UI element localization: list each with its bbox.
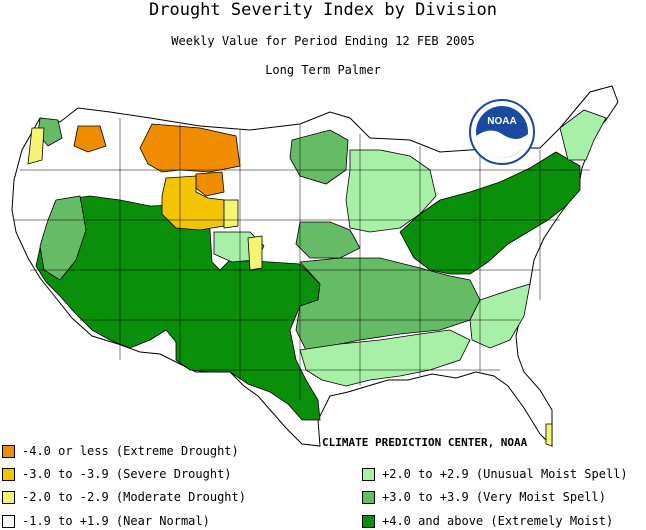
unusual-moist-gulf xyxy=(299,329,471,387)
legend-swatch xyxy=(362,467,375,481)
legend-swatch xyxy=(2,444,15,458)
legend-item: -3.0 to -3.9 (Severe Drought) xyxy=(2,466,232,482)
unusual-moist-new-england xyxy=(559,109,607,161)
legend-swatch xyxy=(362,514,375,528)
credit-text: CLIMATE PREDICTION CENTER, NOAA xyxy=(322,436,528,449)
unusual-moist-midwest xyxy=(345,149,437,233)
legend-label: +4.0 and above (Extremely Moist) xyxy=(382,514,614,528)
legend-item: +4.0 and above (Extremely Moist) xyxy=(362,513,613,529)
legend-item: -4.0 or less (Extreme Drought) xyxy=(2,443,239,459)
unusual-moist-southeast xyxy=(469,283,531,349)
extremely-moist-southwest xyxy=(35,195,321,421)
noaa-logo-text: NOAA xyxy=(487,116,516,127)
extremely-moist-northeast xyxy=(399,151,581,275)
legend-swatch xyxy=(2,467,15,481)
extreme-drought-idaho xyxy=(73,125,107,153)
very-moist-mn xyxy=(289,129,349,185)
legend-label: -2.0 to -2.9 (Moderate Drought) xyxy=(22,490,246,504)
moderate-drought-florida xyxy=(545,423,553,447)
moderate-drought-washington xyxy=(27,127,45,165)
very-moist-plains xyxy=(295,221,361,259)
noaa-logo: NOAA xyxy=(469,99,535,165)
legend-label: +3.0 to +3.9 (Very Moist Spell) xyxy=(382,490,606,504)
legend-item: -1.9 to +1.9 (Near Normal) xyxy=(2,513,210,529)
map-subtitle: Weekly Value for Period Ending 12 FEB 20… xyxy=(171,34,475,48)
legend-swatch xyxy=(2,490,15,504)
very-moist-west xyxy=(39,195,87,281)
legend-swatch xyxy=(362,490,375,504)
legend-label: -4.0 or less (Extreme Drought) xyxy=(22,444,239,458)
legend-swatch xyxy=(2,514,15,528)
index-name: Long Term Palmer xyxy=(265,63,381,77)
legend-item: -2.0 to -2.9 (Moderate Drought) xyxy=(2,489,246,505)
division-lines xyxy=(14,118,590,400)
moderate-drought-kansas xyxy=(247,235,263,271)
moderate-drought-nebraska xyxy=(223,199,239,229)
legend-item: +2.0 to +2.9 (Unusual Moist Spell) xyxy=(362,466,628,482)
map-title: Drought Severity Index by Division xyxy=(149,0,497,20)
legend-label: +2.0 to +2.9 (Unusual Moist Spell) xyxy=(382,467,628,481)
legend-label: -1.9 to +1.9 (Near Normal) xyxy=(22,514,210,528)
legend-item: +3.0 to +3.9 (Very Moist Spell) xyxy=(362,489,606,505)
legend-label: -3.0 to -3.9 (Severe Drought) xyxy=(22,467,232,481)
